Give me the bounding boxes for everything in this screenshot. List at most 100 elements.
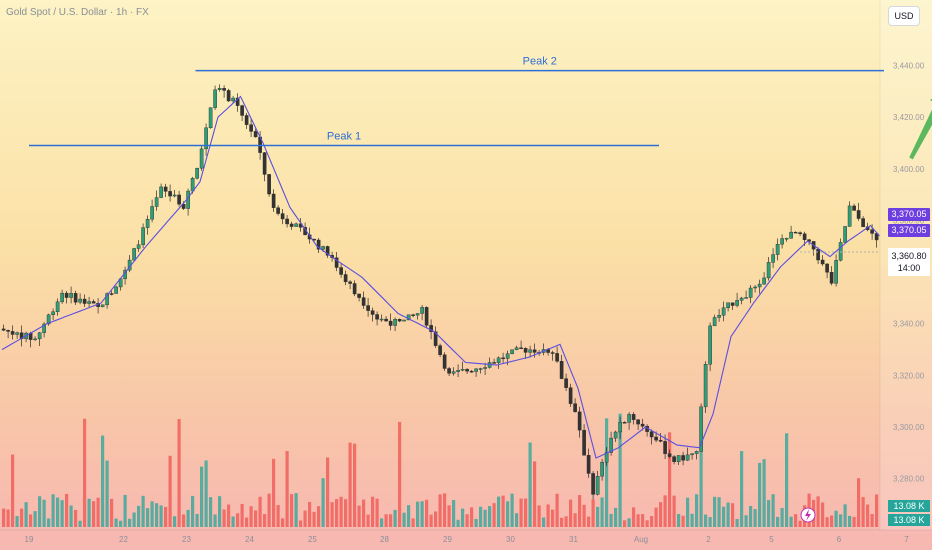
volume-bar bbox=[875, 494, 879, 527]
volume-bar bbox=[87, 498, 91, 527]
volume-bar bbox=[546, 504, 550, 527]
volume-bar bbox=[834, 510, 838, 527]
candle-body bbox=[852, 205, 856, 211]
volume-bar bbox=[492, 503, 496, 527]
volume-bar bbox=[24, 502, 28, 527]
candle-body bbox=[843, 226, 847, 243]
volume-bar bbox=[326, 457, 330, 527]
volume-bar bbox=[636, 514, 640, 527]
candle-body bbox=[456, 370, 460, 372]
volume-bar bbox=[263, 514, 267, 527]
x-tick-label: 31 bbox=[569, 535, 578, 544]
volume-bar bbox=[830, 515, 834, 527]
candle-body bbox=[825, 263, 829, 273]
candle-body bbox=[289, 223, 294, 227]
volume-bar bbox=[191, 495, 195, 527]
candle-body bbox=[69, 293, 73, 298]
volume-bar bbox=[789, 516, 793, 527]
volume-bar bbox=[857, 478, 861, 527]
up-arrow-icon bbox=[909, 98, 932, 160]
volume-bar bbox=[299, 520, 303, 527]
volume-bar bbox=[123, 494, 127, 527]
volume-bar bbox=[456, 519, 460, 527]
candle-body bbox=[744, 297, 748, 299]
candle-body bbox=[739, 297, 744, 301]
candle-body bbox=[559, 361, 564, 379]
volume-bar bbox=[497, 496, 501, 527]
volume-bar bbox=[335, 499, 339, 527]
candle-body bbox=[564, 378, 568, 388]
volume-bar bbox=[852, 516, 856, 527]
ma-value-tag: 3,370.05 bbox=[888, 208, 930, 221]
volume-bar bbox=[771, 494, 775, 527]
volume-bar bbox=[258, 496, 262, 527]
candle-body bbox=[663, 441, 667, 454]
volume-bar bbox=[821, 502, 825, 527]
candle-body bbox=[802, 233, 807, 240]
candle-body bbox=[870, 229, 874, 234]
volume-bar bbox=[168, 455, 172, 527]
volume-bar bbox=[506, 501, 510, 527]
candle-body bbox=[231, 97, 235, 102]
volume-bar bbox=[330, 502, 334, 527]
volume-bar bbox=[677, 514, 681, 527]
volume-bar bbox=[249, 506, 253, 527]
candle-body bbox=[672, 456, 676, 462]
candle-body bbox=[82, 298, 87, 304]
volume-bar bbox=[60, 500, 64, 527]
volume-bar bbox=[452, 499, 456, 527]
volume-bar bbox=[578, 494, 582, 527]
candle-body bbox=[582, 429, 586, 456]
volume-bar bbox=[312, 511, 316, 527]
candle-body bbox=[114, 286, 118, 294]
candle-body bbox=[60, 292, 64, 303]
candle-body bbox=[136, 244, 141, 249]
candle-body bbox=[240, 105, 244, 116]
candle-body bbox=[226, 90, 231, 102]
volume-bar bbox=[227, 504, 231, 527]
candle-body bbox=[600, 461, 604, 477]
candle-body bbox=[618, 422, 622, 433]
candle-body bbox=[249, 124, 253, 132]
candle-body bbox=[496, 357, 501, 363]
candle-body bbox=[357, 293, 361, 298]
candle-body bbox=[604, 452, 609, 463]
candle-body bbox=[501, 357, 505, 360]
volume-bar bbox=[510, 493, 514, 527]
candle-body bbox=[141, 227, 145, 245]
volume-bar bbox=[285, 451, 289, 527]
candle-body bbox=[460, 369, 465, 371]
candle-body bbox=[708, 325, 712, 365]
candle-body bbox=[325, 246, 330, 256]
candle-body bbox=[658, 439, 663, 442]
y-tick-label: 3,420.00 bbox=[893, 113, 925, 122]
volume-bar bbox=[245, 517, 249, 527]
candle-body bbox=[199, 148, 204, 169]
volume-bar bbox=[375, 498, 379, 527]
volume-bar bbox=[321, 478, 325, 527]
volume-bar bbox=[776, 516, 780, 527]
candle-body bbox=[78, 298, 82, 303]
x-tick-label: 6 bbox=[837, 535, 842, 544]
volume-bar bbox=[708, 517, 712, 527]
level-label: Peak 1 bbox=[327, 131, 361, 143]
candle-body bbox=[793, 231, 798, 234]
candle-body bbox=[730, 302, 735, 306]
candle-body bbox=[321, 246, 325, 250]
chart-title: Gold Spot / U.S. Dollar · 1h · FX bbox=[6, 7, 149, 18]
candle-body bbox=[163, 186, 168, 192]
volume-bar bbox=[839, 514, 843, 527]
candle-body bbox=[375, 314, 379, 320]
candle-body bbox=[577, 411, 582, 431]
volume-bar bbox=[735, 519, 739, 527]
volume-bar bbox=[155, 503, 159, 527]
volume-bar bbox=[659, 502, 663, 527]
currency-button[interactable]: USD bbox=[888, 6, 920, 26]
candle-body bbox=[168, 191, 172, 197]
volume-bar bbox=[110, 498, 114, 527]
volume-bar bbox=[33, 511, 37, 527]
volume-bar bbox=[195, 513, 199, 527]
volume-bar bbox=[348, 442, 352, 527]
